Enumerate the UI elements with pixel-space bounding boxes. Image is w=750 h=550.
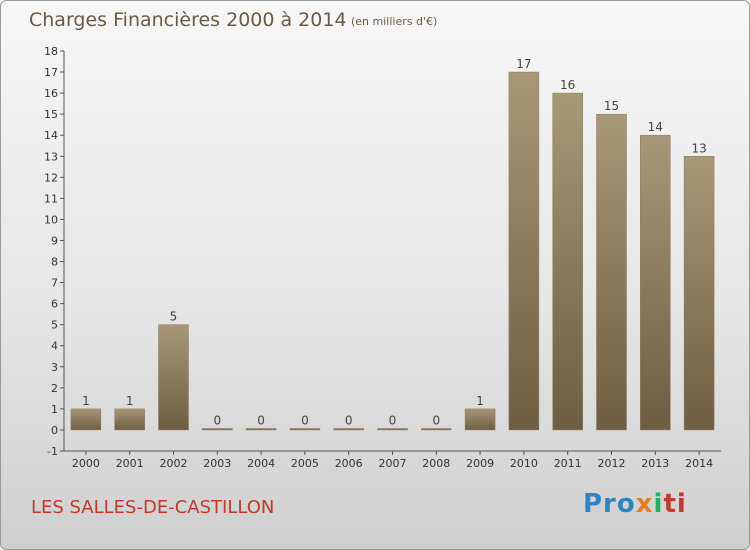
data-label: 15: [604, 99, 619, 113]
x-tick-label: 2010: [510, 457, 538, 470]
y-tick-label: 18: [44, 45, 58, 58]
y-tick-label: 6: [51, 298, 58, 311]
x-tick-label: 2007: [379, 457, 407, 470]
x-tick-label: 2000: [72, 457, 100, 470]
bar: [202, 428, 233, 431]
data-label: 17: [516, 57, 531, 71]
x-tick-label: 2002: [160, 457, 188, 470]
y-tick-label: 4: [51, 340, 58, 353]
y-tick-label: 9: [51, 234, 58, 247]
bar: [114, 408, 145, 431]
data-label: 0: [345, 413, 353, 427]
data-label: 1: [126, 394, 134, 408]
commune-name: LES SALLES-DE-CASTILLON: [31, 497, 275, 518]
y-tick-label: 14: [44, 129, 58, 142]
bar: [552, 92, 583, 431]
y-tick-label: 17: [44, 66, 58, 79]
data-label: 16: [560, 78, 575, 92]
data-label: 0: [213, 413, 221, 427]
x-tick-label: 2014: [685, 457, 713, 470]
data-label: 1: [476, 394, 484, 408]
y-tick-label: -1: [47, 445, 58, 458]
y-tick-label: 16: [44, 87, 58, 100]
bar: [333, 428, 364, 431]
x-tick-label: 2004: [247, 457, 275, 470]
data-label: 0: [301, 413, 309, 427]
bar: [377, 428, 408, 431]
bar: [289, 428, 321, 431]
logo-part-2: x: [635, 489, 654, 519]
bar: [508, 71, 540, 431]
y-tick-label: 0: [51, 424, 58, 437]
y-tick-label: 10: [44, 213, 58, 226]
chart-title: Charges Financières 2000 à 2014: [29, 9, 347, 31]
y-tick-label: 8: [51, 256, 58, 269]
x-tick-label: 2011: [554, 457, 582, 470]
logo-part-1: Pro: [583, 489, 636, 519]
x-tick-label: 2008: [422, 457, 450, 470]
data-label: 5: [170, 310, 178, 324]
proxiti-logo: Proxiti: [583, 489, 687, 519]
data-label: 0: [257, 413, 265, 427]
data-label: 0: [389, 413, 397, 427]
bar: [683, 156, 715, 431]
x-tick-label: 2001: [116, 457, 144, 470]
logo-part-3: i: [653, 489, 664, 519]
data-label: 14: [648, 120, 663, 134]
bar: [70, 408, 102, 431]
x-tick-label: 2003: [203, 457, 231, 470]
y-tick-label: 13: [44, 150, 58, 163]
y-tick-label: 2: [51, 382, 58, 395]
x-tick-label: 2012: [598, 457, 626, 470]
bar: [245, 428, 277, 431]
x-tick-label: 2013: [641, 457, 669, 470]
y-tick-label: 5: [51, 319, 58, 332]
bar: [158, 324, 189, 431]
chart-unit: (en milliers d'€): [351, 15, 438, 28]
bar: [421, 428, 452, 431]
x-tick-label: 2005: [291, 457, 319, 470]
bar: [464, 408, 496, 431]
data-label: 13: [691, 141, 706, 155]
y-tick-label: 7: [51, 277, 58, 290]
x-tick-label: 2009: [466, 457, 494, 470]
logo-part-4: ti: [663, 489, 687, 519]
data-label: 0: [432, 413, 440, 427]
y-tick-label: 1: [51, 403, 58, 416]
y-tick-label: 12: [44, 171, 58, 184]
y-tick-label: 11: [44, 192, 58, 205]
x-tick-label: 2006: [335, 457, 363, 470]
bar: [596, 113, 627, 431]
data-label: 1: [82, 394, 90, 408]
bar: [640, 134, 671, 431]
y-tick-label: 15: [44, 108, 58, 121]
y-tick-label: 3: [51, 361, 58, 374]
